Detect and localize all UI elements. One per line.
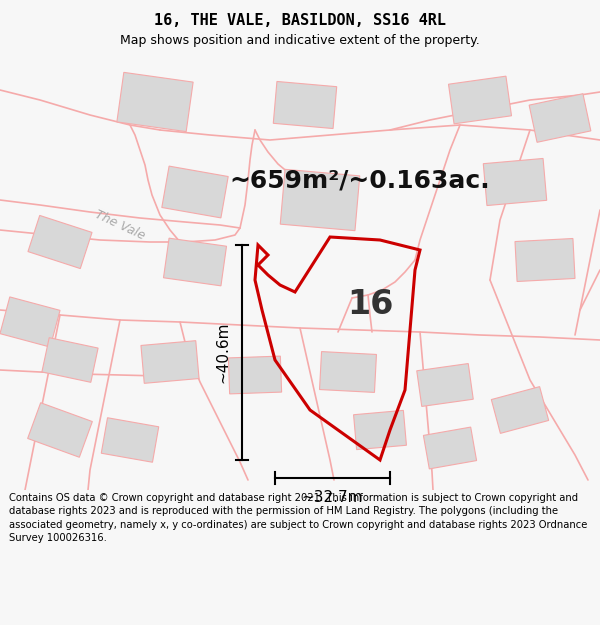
Polygon shape [28, 216, 92, 269]
Text: 16, THE VALE, BASILDON, SS16 4RL: 16, THE VALE, BASILDON, SS16 4RL [154, 13, 446, 28]
Polygon shape [515, 239, 575, 281]
Text: The Vale: The Vale [93, 208, 147, 242]
Polygon shape [141, 341, 199, 383]
Polygon shape [483, 159, 547, 206]
Polygon shape [117, 72, 193, 132]
Polygon shape [42, 338, 98, 382]
Text: Contains OS data © Crown copyright and database right 2021. This information is : Contains OS data © Crown copyright and d… [9, 493, 587, 542]
Text: 16: 16 [347, 289, 393, 321]
Polygon shape [424, 427, 476, 469]
Polygon shape [353, 411, 406, 449]
Text: ~32.7m: ~32.7m [302, 490, 363, 505]
Text: Map shows position and indicative extent of the property.: Map shows position and indicative extent… [120, 34, 480, 47]
Text: ~659m²/~0.163ac.: ~659m²/~0.163ac. [230, 168, 490, 192]
Polygon shape [229, 356, 281, 394]
Polygon shape [417, 364, 473, 406]
Polygon shape [163, 238, 227, 286]
Polygon shape [448, 76, 512, 124]
Polygon shape [0, 297, 60, 347]
Polygon shape [273, 81, 337, 129]
Polygon shape [28, 402, 92, 458]
Text: ~40.6m: ~40.6m [215, 322, 230, 383]
Polygon shape [491, 387, 548, 433]
Polygon shape [162, 166, 228, 218]
Polygon shape [320, 352, 376, 392]
Polygon shape [280, 169, 360, 231]
Polygon shape [101, 418, 159, 462]
Polygon shape [529, 94, 591, 142]
